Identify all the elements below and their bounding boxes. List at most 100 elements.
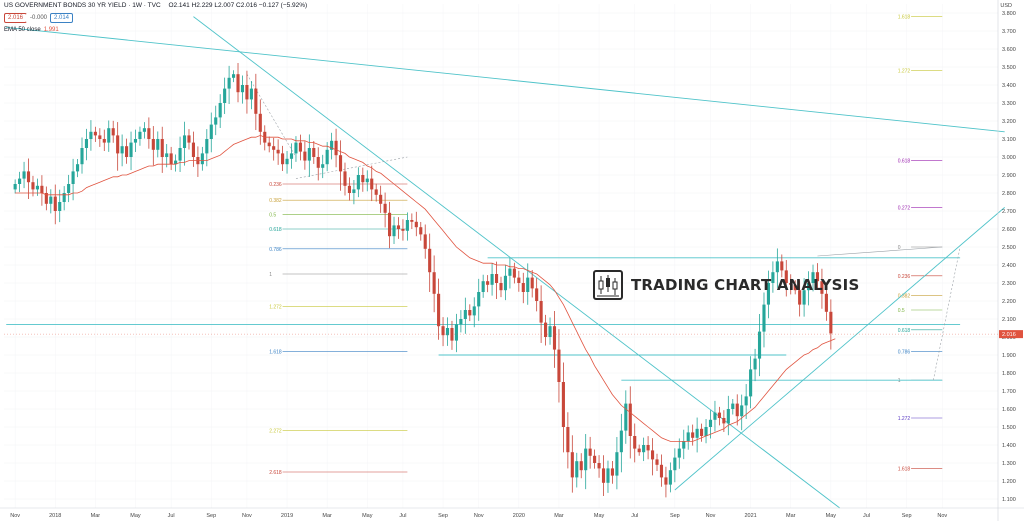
candle-body	[570, 452, 574, 478]
fib-left-label: 1.618	[269, 349, 282, 355]
candle	[691, 424, 695, 446]
candle-body	[200, 153, 204, 165]
candle	[735, 394, 739, 426]
candle	[749, 356, 753, 409]
candle	[619, 413, 623, 473]
y-tick-label: 3.300	[1002, 101, 1016, 107]
candle-body	[445, 328, 450, 336]
brand-text: TRADING CHART ANALYSIS	[631, 276, 860, 294]
candle-body	[209, 124, 213, 139]
candle-body	[249, 88, 253, 100]
fib-left-label: 0.236	[269, 182, 282, 188]
candle	[245, 70, 249, 114]
candle	[240, 75, 245, 104]
candlestick-chart-icon	[593, 270, 623, 300]
candle-body	[789, 283, 793, 285]
candle-body	[405, 220, 409, 231]
candle	[517, 270, 521, 292]
candle-body	[142, 128, 146, 132]
candle-body	[677, 448, 681, 458]
x-tick-label: May	[130, 513, 141, 519]
chart-header: US GOVERNMENT BONDS 30 YR YIELD · 1W · T…	[4, 2, 313, 9]
candle-body	[802, 290, 806, 305]
candle-body	[147, 128, 151, 139]
currency-label: USD	[1000, 3, 1012, 9]
x-tick-label: May	[594, 513, 605, 519]
last-price-label: 2.016	[1002, 332, 1016, 338]
candle	[628, 386, 632, 459]
candle-body	[388, 212, 392, 237]
candle	[677, 438, 681, 469]
last-price-marker: 2.016	[4, 330, 1023, 339]
ema-value: 1.991	[43, 27, 59, 33]
x-tick-label: Jul	[863, 513, 870, 519]
candle-body	[428, 248, 432, 273]
fib-left-label: 0.5	[269, 213, 276, 219]
candle-body	[637, 448, 641, 453]
candle-body	[454, 324, 458, 341]
candle	[200, 146, 204, 171]
candle-body	[330, 140, 334, 150]
y-tick-label: 3.400	[1002, 83, 1016, 89]
candle-body	[160, 139, 164, 157]
fib-right-label: 1.272	[898, 416, 911, 422]
candle	[160, 126, 164, 173]
candle-body	[695, 428, 699, 438]
candle	[334, 128, 338, 168]
x-tick-label: May	[362, 513, 373, 519]
y-tick-label: 3.800	[1002, 11, 1016, 17]
y-tick-label: 2.900	[1002, 173, 1016, 179]
candle	[682, 429, 686, 460]
x-tick-label: Nov	[937, 513, 947, 519]
candle-body	[486, 281, 490, 285]
candle	[410, 213, 414, 230]
candle-body	[713, 412, 717, 420]
candle	[535, 278, 539, 312]
candle-body	[396, 225, 401, 229]
candle-body	[383, 203, 387, 213]
candle	[789, 274, 793, 295]
candle	[637, 444, 641, 456]
candle	[330, 132, 334, 160]
candle	[793, 280, 797, 295]
fib-left-label: 2.272	[269, 429, 282, 435]
candle	[552, 310, 557, 368]
y-tick-label: 2.200	[1002, 299, 1016, 305]
candle-body	[753, 358, 757, 370]
candle	[762, 292, 766, 348]
x-tick-label: Nov	[474, 513, 484, 519]
candle	[316, 147, 320, 181]
candle	[356, 167, 360, 198]
fib-left-label: 1.272	[269, 304, 282, 310]
candle	[717, 406, 721, 426]
x-tick-label: Sep	[206, 513, 216, 519]
candle-body	[762, 304, 766, 332]
candle-body	[365, 178, 369, 183]
y-tick-label: 2.500	[1002, 245, 1016, 251]
candle-body	[744, 396, 748, 406]
candle-body	[793, 284, 797, 291]
candle	[588, 436, 592, 469]
trendline	[674, 207, 1005, 491]
candle	[298, 134, 302, 161]
y-tick-label: 1.200	[1002, 479, 1016, 485]
candle-body	[472, 306, 476, 316]
candle-body	[437, 293, 441, 327]
candle-body	[601, 468, 606, 483]
candle	[388, 201, 392, 249]
candle	[664, 466, 668, 498]
candle-body	[419, 227, 423, 235]
candle	[67, 174, 71, 203]
candle-body	[539, 301, 543, 323]
candle	[44, 186, 48, 211]
candle-body	[307, 148, 311, 161]
candle-body	[682, 441, 686, 449]
fib-right-label: 1.618	[898, 466, 911, 472]
candle-body	[182, 135, 187, 148]
candle	[454, 313, 458, 353]
x-tick-label: Jul	[168, 513, 175, 519]
candle-body	[593, 455, 597, 463]
y-tick-label: 3.500	[1002, 65, 1016, 71]
candle-body	[432, 272, 436, 294]
